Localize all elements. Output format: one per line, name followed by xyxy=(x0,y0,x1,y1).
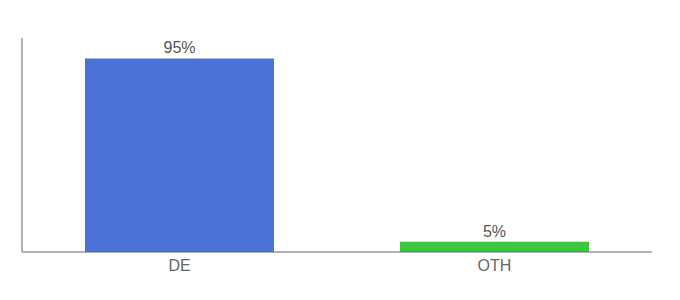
svg-text:5%: 5% xyxy=(483,223,506,240)
svg-text:95%: 95% xyxy=(163,39,195,56)
svg-text:DE: DE xyxy=(168,257,190,274)
svg-text:OTH: OTH xyxy=(478,257,512,274)
